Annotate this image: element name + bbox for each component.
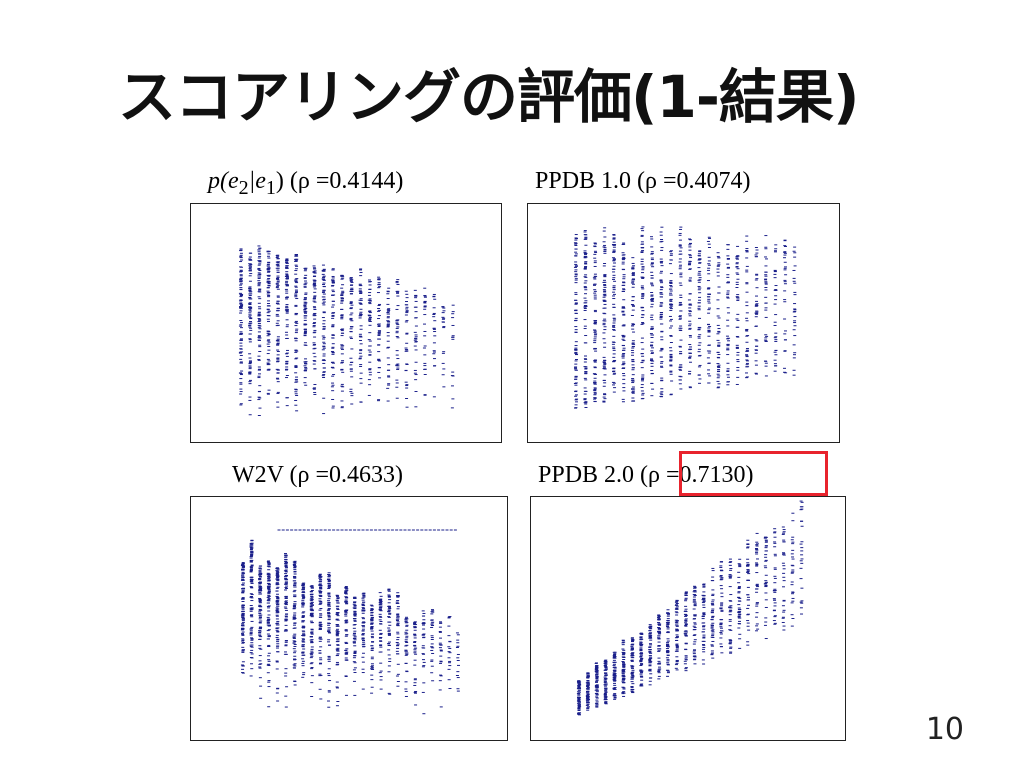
panel-label-ppdb-2: PPDB 2.0 (ρ =0.7130): [538, 462, 754, 489]
scatter-texture: [240, 529, 460, 715]
label-sub-1: 1: [265, 176, 276, 199]
scatter-texture: [573, 226, 797, 409]
scatter-plot-ppdb-2: [530, 496, 846, 741]
label-math-prefix: p(e: [208, 168, 239, 194]
label-math-mid: |e: [248, 168, 266, 194]
scatter-texture: [576, 500, 804, 716]
scatter-texture: [238, 245, 455, 416]
label-rho: (ρ =0.4144): [289, 168, 404, 194]
scatter-plot-w2v: [190, 496, 508, 741]
panel-label-p-e2-e1: p(e2|e1) (ρ =0.4144): [208, 168, 403, 200]
panel-label-ppdb-1: PPDB 1.0 (ρ =0.4074): [535, 168, 751, 194]
panel-label-w2v: W2V (ρ =0.4633): [232, 462, 404, 488]
label-suffix: ): [745, 462, 754, 488]
slide-title: スコアリングの評価(1-結果): [118, 63, 859, 131]
label-prefix: PPDB 2.0 (: [538, 462, 649, 488]
label-sub-2: 2: [238, 176, 249, 199]
scatter-plot-p-e2-e1: [190, 203, 502, 443]
scatter-plot-ppdb-1: [527, 203, 840, 443]
label-math-end: ): [275, 168, 284, 194]
label-rho-highlighted: ρ =0.7130: [648, 462, 746, 488]
